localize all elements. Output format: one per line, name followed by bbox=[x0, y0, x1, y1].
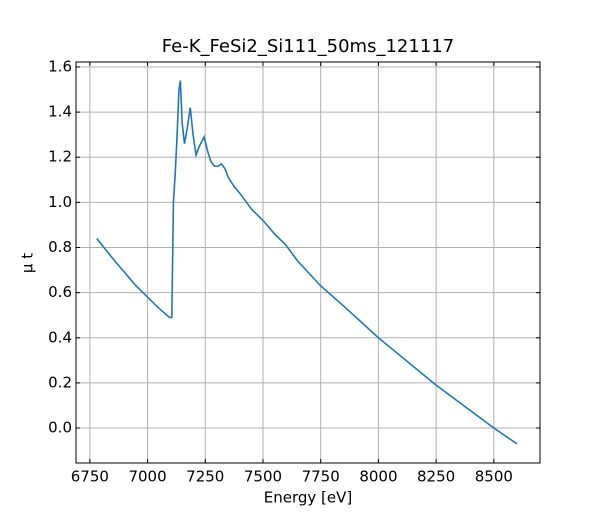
y-tick-label: 0.6 bbox=[48, 283, 72, 301]
x-tick-label: 6750 bbox=[71, 468, 109, 486]
y-tick-label: 0.4 bbox=[48, 328, 72, 346]
x-tick-label: 7250 bbox=[186, 468, 224, 486]
y-tick-label: 1.6 bbox=[48, 57, 72, 75]
plot-frame bbox=[75, 61, 541, 464]
x-tick-label: 7000 bbox=[128, 468, 166, 486]
y-tick-label: 1.2 bbox=[48, 148, 72, 166]
x-tick-label: 8250 bbox=[417, 468, 455, 486]
x-tick-label: 8000 bbox=[359, 468, 397, 486]
y-tick-label: 0.2 bbox=[48, 373, 72, 391]
data-line bbox=[96, 80, 518, 445]
y-axis-label: μ t bbox=[19, 253, 37, 273]
x-tick-label: 8500 bbox=[475, 468, 513, 486]
chart-title: Fe-K_FeSi2_Si111_50ms_121117 bbox=[162, 36, 454, 57]
x-tick-label: 7500 bbox=[244, 468, 282, 486]
y-tick-label: 1.4 bbox=[48, 103, 72, 121]
y-tick-label: 0.8 bbox=[48, 238, 72, 256]
y-tick-label: 1.0 bbox=[48, 193, 72, 211]
x-tick-label: 7750 bbox=[302, 468, 340, 486]
y-tick-label: 0.0 bbox=[48, 419, 72, 437]
x-axis-label: Energy [eV] bbox=[264, 489, 352, 507]
